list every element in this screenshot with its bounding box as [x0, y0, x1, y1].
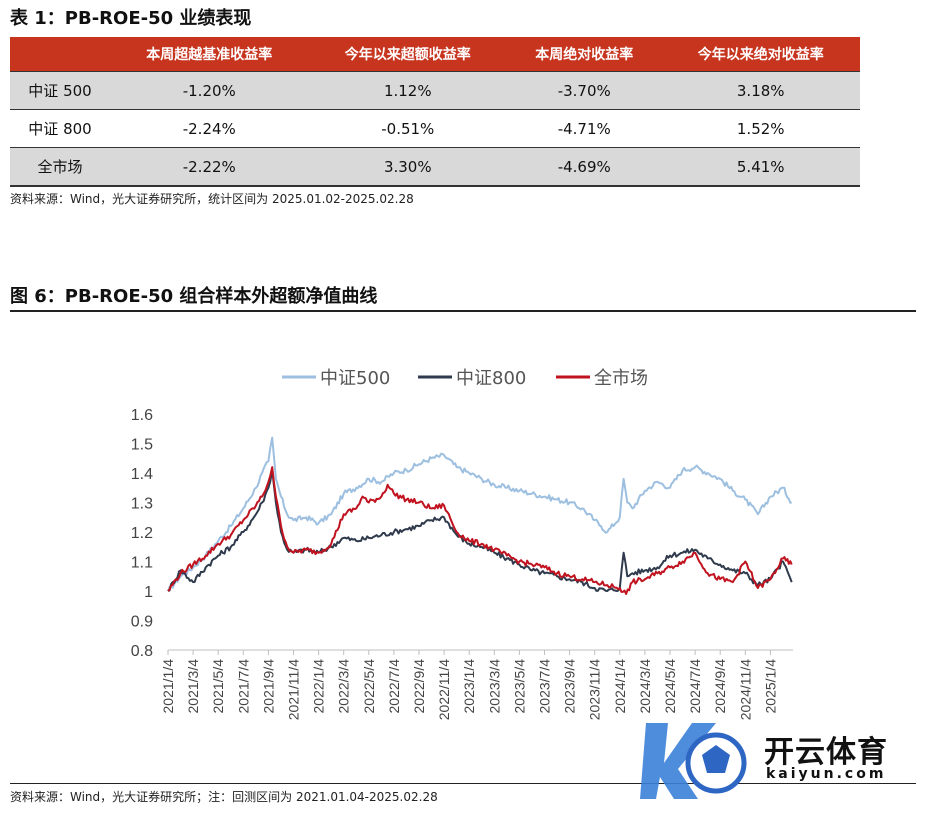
- chart-legend: 中证500 中证800 全市场: [282, 368, 648, 389]
- x-tick-label: 2024/3/4: [637, 659, 653, 714]
- x-tick-label: 2022/5/4: [361, 659, 377, 714]
- table-cell: 5.41%: [661, 147, 860, 187]
- x-tick-label: 2021/3/4: [185, 659, 201, 714]
- x-tick-label: 2025/1/4: [762, 659, 778, 714]
- header-cell: 今年以来绝对收益率: [661, 37, 860, 72]
- x-tick-label: 2023/11/4: [587, 659, 603, 720]
- table-cell: -1.20%: [110, 71, 309, 110]
- table-title: 表 1：PB-ROE-50 业绩表现: [10, 8, 252, 29]
- legend-label: 中证800: [456, 368, 526, 389]
- x-tick-label: 2024/1/4: [612, 659, 628, 714]
- x-tick-label: 2024/5/4: [662, 659, 678, 714]
- plot-area: [167, 436, 793, 595]
- x-tick-label: 2024/9/4: [712, 659, 728, 714]
- x-tick-label: 2023/3/4: [486, 659, 502, 714]
- y-tick-label: 1.5: [131, 437, 153, 454]
- legend-label: 中证500: [320, 368, 390, 389]
- y-tick-label: 1.4: [131, 466, 153, 483]
- y-tick-label: 1.2: [131, 525, 153, 542]
- table-source-note: 资料来源：Wind，光大证券研究所，统计区间为 2025.01.02-2025.…: [10, 192, 414, 206]
- table-header-row: 本周超越基准收益率 今年以来超额收益率 本周绝对收益率 今年以来绝对收益率: [10, 37, 860, 72]
- y-tick-label: 1.1: [131, 555, 153, 572]
- table-cell: -2.24%: [182, 119, 236, 138]
- x-tick-label: 2021/1/4: [160, 659, 176, 714]
- table-cell: -2.22%: [110, 147, 309, 187]
- figure-bottom-rule: [10, 783, 916, 784]
- table-row: 中证 800 -2.24% -0.51% -4.71% 1.52%: [10, 110, 860, 148]
- x-tick-label: 2023/1/4: [461, 659, 477, 714]
- legend-label: 全市场: [594, 368, 648, 389]
- watermark-brand: 开云体育: [764, 735, 888, 770]
- x-tick-label: 2023/5/4: [511, 659, 527, 714]
- series-line-2: [167, 469, 793, 592]
- table-cell: 3.30%: [308, 147, 508, 187]
- header-cell: [10, 37, 110, 72]
- table-row: 中证 500 -1.20% 1.12% -3.70% 3.18%: [10, 71, 860, 110]
- x-axis: 2021/1/4 2021/3/4 2021/5/4 2021/7/4 2021/9/4…: [160, 649, 793, 720]
- table-cell: -4.69%: [507, 147, 662, 187]
- x-tick-label: 2023/7/4: [537, 659, 553, 714]
- x-tick-label: 2021/9/4: [260, 659, 276, 714]
- table-cell: 1.52%: [736, 119, 785, 138]
- row-name: 全市场: [10, 147, 110, 187]
- figure-source-note: 资料来源：Wind，光大证券研究所；注：回测区间为 2021.01.04-202…: [10, 790, 438, 804]
- table-cell: 1.12%: [308, 71, 508, 110]
- row-name: 中证 500: [10, 71, 110, 110]
- x-tick-label: 2021/7/4: [235, 659, 251, 714]
- x-tick-label: 2024/7/4: [687, 659, 703, 714]
- series-line-1: [167, 436, 792, 592]
- performance-table: 本周超越基准收益率 今年以来超额收益率 本周绝对收益率 今年以来绝对收益率 中证…: [10, 37, 860, 187]
- table-cell: -0.51%: [381, 119, 435, 138]
- x-tick-label: 2021/5/4: [210, 659, 226, 714]
- x-tick-label: 2022/7/4: [386, 659, 402, 714]
- y-axis: 1.6 1.5 1.4 1.3 1.2 1.1 1 0.9 0.8: [131, 407, 153, 660]
- x-tick-label: 2022/1/4: [311, 659, 327, 714]
- series-line-3: [167, 466, 793, 595]
- x-tick-label: 2021/11/4: [286, 659, 302, 720]
- y-tick-label: 1.6: [131, 407, 153, 424]
- figure-title: 图 6：PB-ROE-50 组合样本外超额净值曲线: [10, 286, 378, 307]
- y-tick-label: 0.9: [131, 614, 153, 631]
- header-cell: 本周超越基准收益率: [110, 37, 309, 72]
- row-name: 中证 800: [28, 120, 92, 138]
- watermark-domain: kaiyun.com: [766, 766, 887, 782]
- kaiyun-logo-icon: [640, 723, 747, 799]
- x-tick-label: 2022/3/4: [336, 659, 352, 714]
- figure-title-rule: [10, 310, 916, 312]
- table-row: 全市场 -2.22% 3.30% -4.69% 5.41%: [10, 147, 860, 187]
- x-tick-label: 2024/11/4: [737, 659, 753, 720]
- header-cell: 今年以来超额收益率: [308, 37, 508, 72]
- y-tick-label: 1.3: [131, 496, 153, 513]
- x-tick-label: 2023/9/4: [562, 659, 578, 714]
- table-cell: -4.71%: [557, 119, 611, 138]
- header-cell: 本周绝对收益率: [507, 37, 662, 72]
- x-tick-label: 2022/9/4: [411, 659, 427, 714]
- table-cell: -3.70%: [507, 71, 662, 110]
- y-tick-label: 1: [144, 584, 153, 601]
- y-tick-label: 0.8: [131, 643, 153, 660]
- table-cell: 3.18%: [661, 71, 860, 110]
- x-tick-label: 2022/11/4: [436, 659, 452, 720]
